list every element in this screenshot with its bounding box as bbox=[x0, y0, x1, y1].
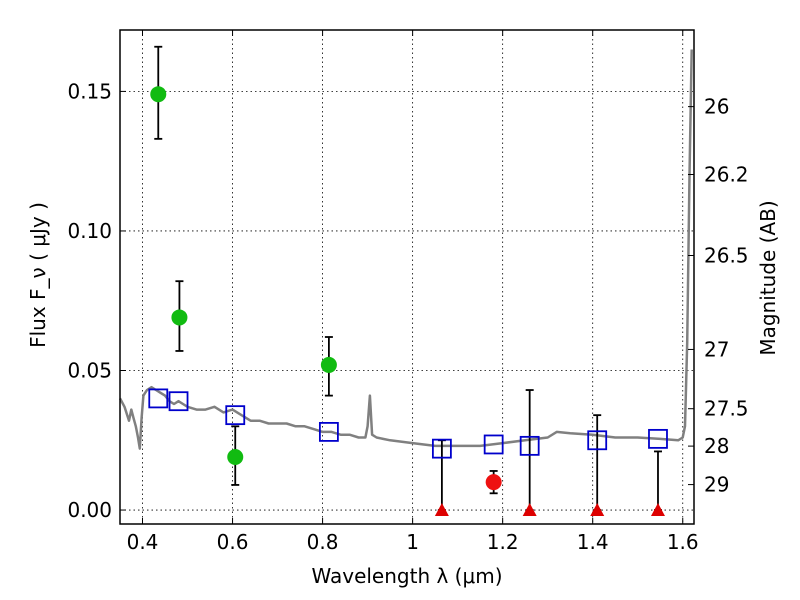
mag-tick-label: 27 bbox=[704, 337, 729, 361]
detection-point bbox=[485, 474, 502, 491]
mag-tick-label: 26.2 bbox=[704, 162, 749, 186]
model-photometry-point bbox=[431, 438, 452, 459]
y-tick-label: 0.05 bbox=[67, 358, 112, 382]
mag-tick-label: 26.5 bbox=[704, 244, 749, 268]
ticks-layer: 0.4 0.6 0.8 1 1.2 1.4 1.6 0.00 0.05 0.10 0.15 26 26.… bbox=[67, 30, 749, 554]
upper-limit-marker bbox=[650, 503, 665, 517]
x-tick-label: 0.6 bbox=[217, 530, 249, 554]
model-photometry-point bbox=[148, 388, 169, 409]
upper-limit-marker bbox=[590, 503, 605, 517]
y-axis-title: Flux F_ν ( μJy ) bbox=[26, 202, 50, 348]
upper-limit-marker bbox=[434, 503, 449, 517]
mag-tick-label: 29 bbox=[704, 473, 729, 497]
detection-point bbox=[150, 86, 167, 103]
detection-point bbox=[171, 309, 188, 326]
plot-frame bbox=[119, 29, 695, 525]
data-points-layer bbox=[148, 45, 668, 517]
grid-lines bbox=[120, 30, 694, 524]
model-photometry-point bbox=[519, 435, 540, 456]
model-photometry-point bbox=[168, 391, 189, 412]
x-tick-label: 0.8 bbox=[307, 530, 339, 554]
model-photometry-point bbox=[225, 405, 246, 426]
model-photometry-point bbox=[648, 428, 668, 449]
y-tick-label: 0.10 bbox=[67, 219, 112, 243]
mag-tick-label: 28 bbox=[704, 434, 729, 458]
y-tick-label: 0.15 bbox=[67, 79, 112, 103]
x-tick-label: 1 bbox=[406, 530, 419, 554]
x-tick-label: 1.6 bbox=[667, 530, 699, 554]
mag-tick-label: 26 bbox=[704, 95, 729, 119]
detection-point bbox=[320, 356, 337, 373]
model-photometry-point bbox=[587, 430, 608, 451]
sed-model-layer bbox=[118, 49, 693, 450]
right-axis-title: Magnitude (AB) bbox=[756, 200, 780, 355]
x-tick-label: 0.4 bbox=[127, 530, 159, 554]
x-tick-label: 1.4 bbox=[577, 530, 609, 554]
sed-model-line bbox=[118, 49, 693, 450]
detection-point bbox=[227, 449, 244, 466]
model-photometry-point bbox=[483, 434, 504, 455]
upper-limit-marker bbox=[522, 503, 537, 517]
x-axis-title: Wavelength λ (μm) bbox=[311, 564, 502, 588]
y-tick-label: 0.00 bbox=[67, 498, 112, 522]
model-photometry-point bbox=[318, 421, 339, 442]
mag-tick-label: 27.5 bbox=[704, 397, 749, 421]
x-tick-label: 1.2 bbox=[487, 530, 519, 554]
